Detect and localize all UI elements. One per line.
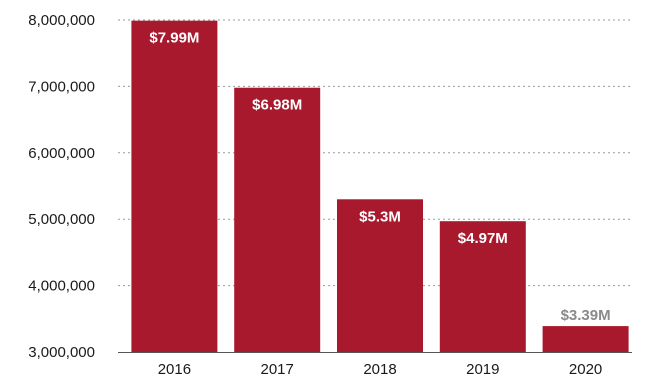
data-label-2018: $5.3M — [359, 208, 401, 225]
y-tick-label: 3,000,000 — [28, 344, 95, 361]
bars — [131, 20, 629, 352]
data-label-2016: $7.99M — [149, 30, 199, 47]
bar-2020 — [542, 326, 629, 352]
y-tick-label: 7,000,000 — [28, 78, 95, 95]
data-labels: $7.99M $6.98M $5.3M $4.97M $3.39M — [149, 30, 610, 324]
bar-2017 — [234, 87, 321, 352]
y-tick-label: 6,000,000 — [28, 145, 95, 162]
x-tick-label: 2018 — [363, 361, 396, 378]
bar-2016 — [131, 20, 218, 352]
y-tick-label: 8,000,000 — [28, 12, 95, 29]
x-tick-label: 2016 — [158, 361, 191, 378]
y-tick-label: 5,000,000 — [28, 211, 95, 228]
y-tick-label: 4,000,000 — [28, 278, 95, 295]
y-axis-ticks: 3,000,000 4,000,000 5,000,000 6,000,000 7,00… — [28, 12, 95, 361]
data-label-2017: $6.98M — [252, 97, 302, 114]
x-tick-label: 2020 — [569, 361, 602, 378]
data-label-2019: $4.97M — [458, 230, 508, 247]
bar-2019 — [439, 221, 526, 352]
x-tick-label: 2017 — [261, 361, 294, 378]
x-tick-label: 2019 — [466, 361, 499, 378]
x-axis-ticks: 2016 2017 2018 2019 2020 — [158, 361, 603, 378]
data-label-2020: $3.39M — [561, 307, 611, 324]
bar-2018 — [337, 199, 423, 352]
